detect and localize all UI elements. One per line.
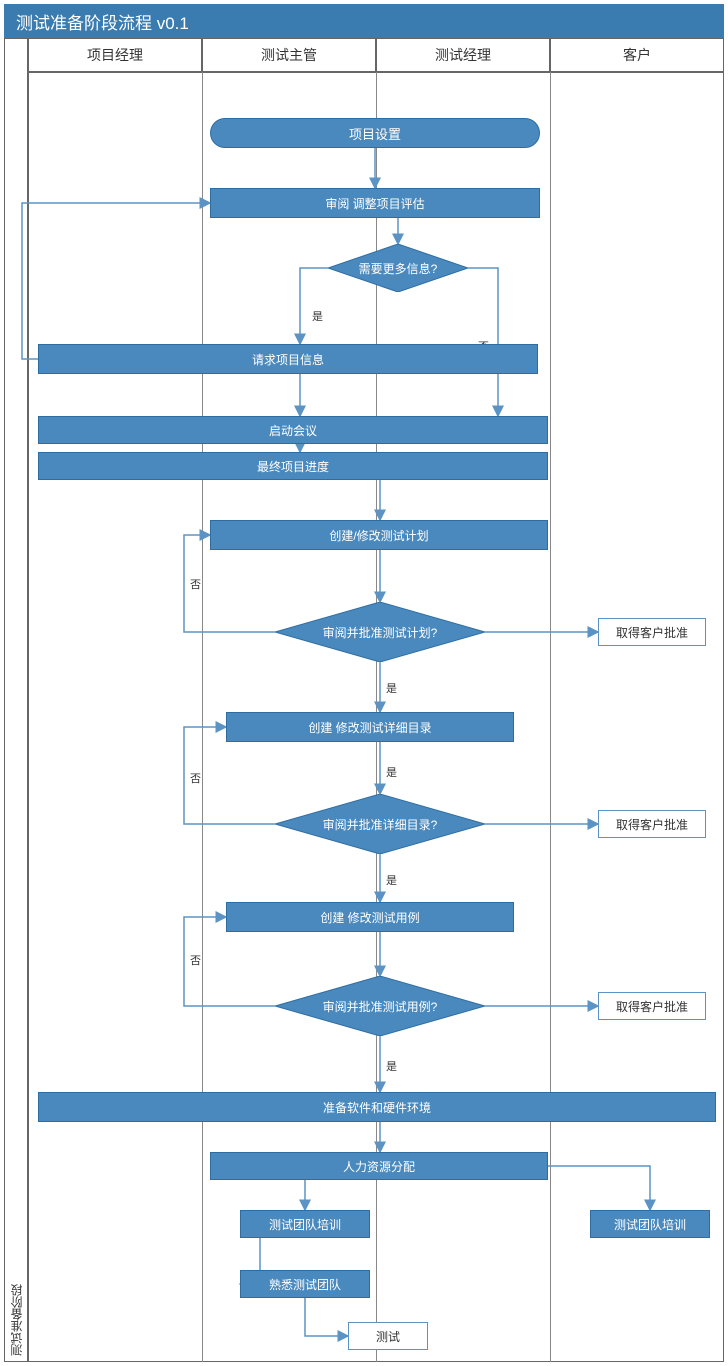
decision-label: 需要更多信息? [328,244,468,292]
process-node: 取得客户批准 [598,992,706,1020]
decision-node: 审阅并批准详细目录? [275,794,485,854]
process-node: 请求项目信息 [38,344,538,374]
process-node: 取得客户批准 [598,810,706,838]
edge-label: 否 [190,952,201,968]
process-node: 测试团队培训 [240,1210,370,1238]
process-node: 取得客户批准 [598,618,706,646]
process-node: 熟悉测试团队 [240,1270,370,1298]
process-node: 创建 修改测试用例 [226,902,514,932]
edge-label: 否 [190,770,201,786]
lane-header: 客户 [550,38,724,72]
process-node: 测试 [348,1322,428,1350]
edge-label: 是 [312,308,323,324]
process-node: 审阅 调整项目评估 [210,188,540,218]
lane-divider [202,72,203,1362]
side-label-box [4,38,28,1362]
edge-label: 是 [386,872,397,888]
terminator-node: 项目设置 [210,118,540,148]
decision-label: 审阅并批准详细目录? [275,794,485,854]
decision-node: 需要更多信息? [328,244,468,292]
lane-header: 测试经理 [376,38,550,72]
side-label: 测试准备阶段 [8,1284,25,1356]
decision-label: 审阅并批准测试计划? [275,602,485,662]
process-node: 准备软件和硬件环境 [38,1092,716,1122]
decision-label: 审阅并批准测试用例? [275,976,485,1036]
lane-divider [550,72,551,1362]
edge-label: 否 [190,576,201,592]
process-node: 创建 修改测试详细目录 [226,712,514,742]
edge-label: 是 [386,680,397,696]
edge-label: 是 [386,764,397,780]
process-node: 人力资源分配 [210,1152,548,1180]
lane-header: 测试主管 [202,38,376,72]
process-node: 启动会议 [38,416,548,444]
decision-node: 审阅并批准测试用例? [275,976,485,1036]
process-node: 测试团队培训 [590,1210,710,1238]
edge-label: 是 [386,1058,397,1074]
decision-node: 审阅并批准测试计划? [275,602,485,662]
lane-header: 项目经理 [28,38,202,72]
process-node: 创建/修改测试计划 [210,520,548,550]
diagram-title: 测试准备阶段流程 v0.1 [4,4,724,38]
process-node: 最终项目进度 [38,452,548,480]
